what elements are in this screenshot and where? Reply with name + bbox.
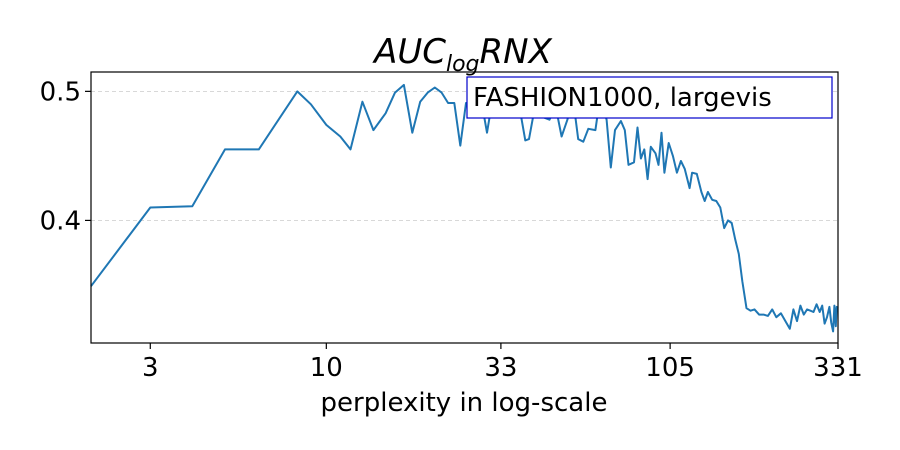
- y-tick-label: 0.4: [40, 206, 81, 236]
- x-tick-label: 105: [645, 353, 695, 383]
- plot-frame: [90, 71, 839, 344]
- chart-title: AUClogRNX: [372, 32, 552, 77]
- gridlines: [91, 90, 838, 221]
- series-line: [90, 83, 839, 333]
- x-tick-label: 33: [484, 353, 517, 383]
- legend-box: [466, 76, 833, 119]
- x-axis-label: perplexity in log-scale: [321, 388, 608, 418]
- series-lines: [90, 83, 839, 333]
- y-tick-label: 0.5: [40, 77, 81, 107]
- chart-title-subscript: log: [446, 52, 480, 77]
- x-tick-label: 331: [813, 353, 863, 383]
- y-axis-ticks: 0.4 0.5: [40, 77, 91, 236]
- x-tick-label: 10: [310, 353, 343, 383]
- chart-title-base: AUC: [372, 32, 446, 72]
- legend-text: FASHION1000, largevis: [473, 83, 772, 113]
- legend: FASHION1000, largevis: [466, 76, 833, 119]
- x-tick-label: 3: [142, 353, 159, 383]
- x-axis-ticks: 3 10 33 105 331: [142, 343, 863, 383]
- chart-title-suffix: RNX: [480, 32, 553, 72]
